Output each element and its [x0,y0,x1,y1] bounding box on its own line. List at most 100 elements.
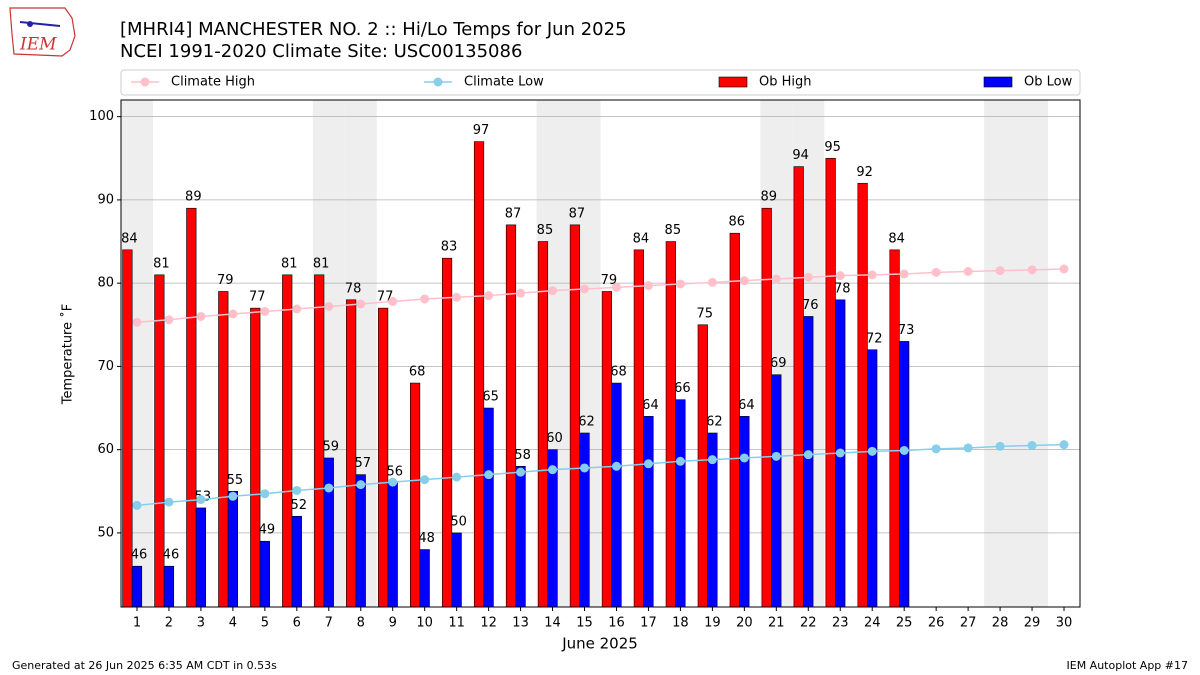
y-axis-label: Temperature ˚F [60,304,76,405]
bar [355,474,366,608]
bar-value-label: 78 [345,281,362,296]
climate-point [196,311,206,321]
bar-value-label: 68 [610,365,627,380]
x-tick-label: 15 [576,616,593,631]
bar-value-label: 68 [409,365,426,380]
climate-point [675,279,685,289]
bar-value-label: 50 [450,514,467,529]
climate-point [548,465,558,475]
x-tick-label: 2 [165,616,173,631]
bar [697,324,708,608]
bar-value-label: 55 [227,473,244,488]
climate-point [292,485,302,495]
climate-point [739,276,749,286]
bar [643,416,654,608]
bar [857,182,868,608]
bar-value-label: 56 [386,464,403,479]
bar [483,407,494,608]
climate-point [356,480,366,490]
bar-value-label: 78 [834,281,851,296]
climate-point [516,288,526,298]
bar [419,549,430,608]
weekend-band [984,100,1017,607]
x-tick-label: 4 [229,616,237,631]
x-tick-label: 22 [800,616,817,631]
climate-line [136,443,1065,507]
x-tick-label: 6 [293,616,301,631]
legend-swatch [718,76,748,88]
climate-point [739,453,749,463]
climate-point [260,306,270,316]
bar-value-label: 95 [824,140,841,155]
bar-value-label: 84 [888,231,905,246]
climate-point [164,497,174,507]
climate-point [835,271,845,281]
chart-title: [MHRI4] MANCHESTER NO. 2 :: Hi/Lo Temps … [120,19,627,40]
bar-value-label: 57 [354,456,371,471]
bar-value-label: 89 [185,190,202,205]
x-tick-label: 9 [389,616,397,631]
bar [195,507,207,608]
climate-point [260,489,270,499]
legend-marker [140,77,150,87]
bar [665,241,676,608]
bar-value-label: 46 [131,548,148,563]
bar-value-label: 64 [738,398,755,413]
x-tick-label: 28 [992,616,1009,631]
bar-value-label: 69 [770,356,787,371]
climate-point [580,463,590,473]
bar-value-label: 76 [802,298,819,313]
climate-point [324,483,334,493]
climate-point [835,448,845,458]
bar-value-label: 49 [259,523,276,538]
bar [505,224,517,608]
x-tick-label: 11 [448,616,465,631]
climate-point [484,291,494,301]
bar [323,457,334,608]
x-tick-label: 30 [1056,616,1073,631]
x-tick-label: 10 [416,616,433,631]
bar-value-label: 64 [642,398,659,413]
y-tick-label: 90 [97,192,114,207]
climate-point [643,459,653,469]
bar [611,382,622,608]
footer-right: IEM Autoplot App #17 [1067,659,1189,672]
bar [899,341,910,608]
x-tick-label: 14 [544,616,561,631]
bar [739,416,750,608]
bar [825,157,836,608]
climate-point [1059,440,1069,450]
bar-value-label: 83 [441,240,458,255]
x-tick-label: 29 [1024,616,1041,631]
bar-value-label: 58 [514,448,531,463]
bar [259,540,270,608]
bar [163,565,175,608]
climate-point [132,500,142,510]
x-tick-label: 24 [864,616,881,631]
bar [250,307,261,608]
bar-value-label: 86 [728,215,745,230]
bar-value-label: 84 [121,231,138,246]
climate-point [611,282,621,292]
bar-value-label: 84 [633,231,650,246]
bar [186,207,197,608]
climate-point [675,456,685,466]
bar [633,249,644,608]
climate-point [899,445,909,455]
climate-point [420,294,430,304]
bar [291,515,302,608]
bar-value-label: 46 [163,548,180,563]
climate-point [1059,264,1069,274]
climate-point [484,470,494,480]
climate-point [292,304,302,314]
bar [473,141,485,608]
bar-value-label: 75 [697,306,714,321]
bar [889,249,900,608]
bar-value-label: 87 [569,206,586,221]
bar [218,291,229,608]
bar-value-label: 65 [482,390,499,405]
bar [441,257,453,608]
bar-value-label: 97 [473,123,490,138]
climate-point [452,472,462,482]
